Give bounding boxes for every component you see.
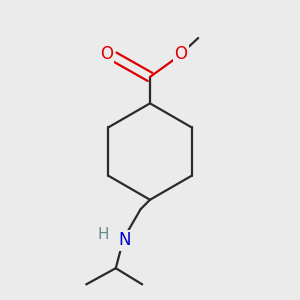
Text: N: N [119, 231, 131, 249]
Text: O: O [175, 45, 188, 63]
Text: H: H [98, 227, 109, 242]
Text: O: O [100, 45, 113, 63]
